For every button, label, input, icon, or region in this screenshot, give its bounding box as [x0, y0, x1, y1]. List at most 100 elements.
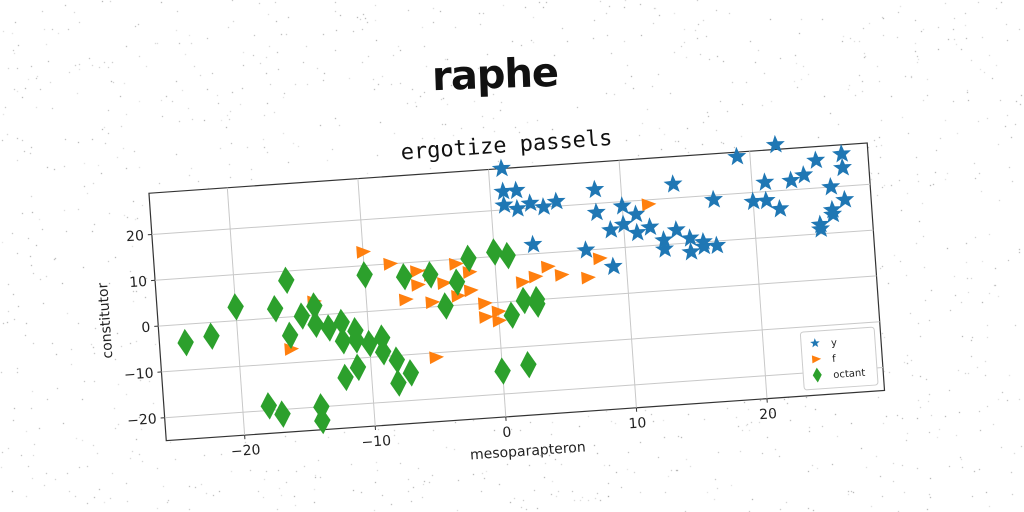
legend-marker-y	[810, 338, 820, 348]
data-point-octant	[177, 328, 194, 357]
x-tick-label: −10	[361, 433, 392, 451]
data-point-octant	[356, 261, 373, 289]
data-point-y	[794, 165, 814, 184]
data-point-y	[755, 172, 775, 191]
data-point-f	[429, 351, 444, 365]
y-axis-label: constitutor	[95, 282, 116, 359]
data-point-y	[743, 191, 763, 211]
data-point-f	[410, 265, 425, 279]
data-point-octant	[520, 350, 537, 379]
x-tick-label: 20	[759, 406, 778, 423]
data-point-f	[478, 311, 494, 324]
data-point-octant	[334, 327, 352, 355]
plot-area	[148, 142, 886, 442]
data-point-y	[603, 256, 623, 276]
data-point-y	[835, 189, 855, 209]
data-point-f	[592, 252, 608, 266]
data-points	[177, 134, 855, 435]
legend: yf octant	[799, 326, 879, 391]
data-point-octant	[281, 321, 299, 350]
x-tick-label: −20	[230, 442, 261, 460]
data-point-f	[462, 266, 478, 279]
data-point-octant	[390, 369, 407, 397]
data-point-f	[515, 276, 531, 290]
x-tick-labels: −20 −10 0 10 20	[230, 398, 778, 460]
data-point-f	[492, 314, 508, 328]
data-point-f	[425, 296, 441, 310]
data-point-y	[626, 204, 646, 223]
data-point-octant	[460, 244, 477, 273]
data-point-y	[694, 236, 714, 255]
data-point-y	[523, 234, 543, 254]
data-point-octant	[320, 314, 338, 342]
data-point-y	[704, 189, 723, 209]
data-point-y	[756, 190, 776, 210]
chart-title: ergotize passels	[400, 126, 613, 166]
x-tick-label: 0	[502, 425, 512, 442]
data-point-octant	[373, 324, 391, 352]
data-point-octant	[260, 392, 278, 420]
data-point-y	[707, 235, 727, 255]
legend-label: y	[831, 338, 838, 349]
data-point-y	[811, 219, 830, 238]
data-point-octant	[494, 357, 511, 385]
data-point-y	[654, 230, 674, 249]
data-point-y	[586, 202, 606, 222]
data-point-f	[581, 271, 596, 285]
data-point-f	[540, 260, 556, 274]
data-point-y	[654, 239, 674, 258]
data-point-y	[546, 191, 566, 211]
data-point-octant	[227, 293, 244, 321]
data-point-y	[520, 193, 540, 212]
y-tick-labels: −20 −10 0 10 20	[124, 228, 165, 429]
data-point-octant	[528, 285, 546, 314]
data-point-y	[533, 197, 553, 216]
data-point-y	[823, 204, 843, 223]
data-point-octant	[402, 359, 420, 387]
data-point-f	[491, 305, 507, 319]
data-point-octant	[448, 268, 466, 296]
data-point-f	[448, 257, 464, 271]
data-point-y	[681, 242, 701, 261]
data-point-octant	[388, 346, 406, 374]
data-point-y	[491, 158, 511, 178]
data-point-y	[612, 196, 632, 215]
data-point-y	[765, 134, 785, 154]
legend-label: octant	[833, 368, 866, 381]
data-point-y	[585, 179, 605, 199]
data-point-y	[507, 198, 527, 218]
data-point-octant	[349, 353, 367, 382]
data-point-y	[640, 217, 660, 236]
data-point-y	[493, 181, 513, 201]
data-point-y	[576, 240, 596, 259]
data-point-y	[770, 198, 790, 218]
data-point-octant	[503, 301, 521, 329]
data-point-octant	[266, 295, 284, 323]
data-point-octant	[486, 238, 503, 266]
data-point-octant	[203, 322, 220, 350]
data-point-octant	[337, 363, 354, 392]
data-point-y	[727, 146, 747, 166]
data-point-octant	[347, 317, 364, 345]
y-tick-label: −20	[127, 411, 158, 429]
data-point-y	[613, 214, 633, 234]
y-tick-label: 20	[126, 228, 145, 245]
data-point-f	[641, 198, 657, 212]
data-point-y	[832, 144, 851, 163]
data-point-octant	[515, 286, 533, 315]
data-point-f	[463, 284, 479, 298]
data-point-octant	[307, 310, 324, 339]
data-point-octant	[306, 292, 323, 320]
data-point-octant	[293, 302, 311, 330]
y-gridline	[161, 321, 880, 373]
x-tick-label: 10	[628, 415, 647, 432]
data-point-octant	[278, 266, 295, 295]
data-point-y	[663, 174, 683, 193]
data-point-f	[477, 297, 493, 311]
data-point-y	[781, 170, 801, 190]
data-point-y	[506, 180, 526, 200]
data-point-f	[437, 277, 452, 290]
data-point-octant	[361, 329, 378, 358]
data-point-octant	[274, 400, 291, 428]
